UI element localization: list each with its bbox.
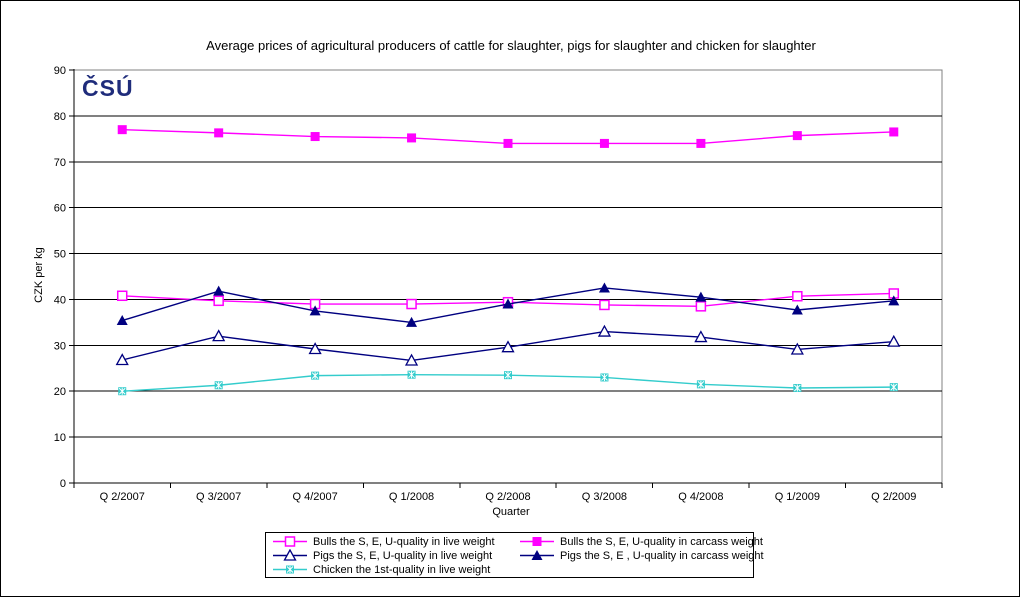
data-point-marker — [406, 298, 417, 310]
y-tick-label: 70 — [54, 157, 66, 169]
data-point-marker — [118, 387, 126, 395]
data-point-marker — [531, 550, 543, 560]
y-tick-label: 50 — [54, 249, 66, 261]
data-point-marker — [404, 353, 419, 366]
x-tick-label: Q 2/2008 — [485, 491, 530, 503]
legend-label: Pigs the S, E, U-quality in live weight — [313, 549, 493, 562]
legend-swatch — [520, 550, 554, 560]
data-point-marker — [406, 316, 418, 327]
data-point-marker — [697, 380, 705, 388]
legend-swatch — [273, 536, 307, 547]
legend-item: Bulls the S, E, U-quality in carcass wei… — [519, 534, 763, 549]
x-axis-title: Quarter — [492, 506, 530, 518]
x-tick-label: Q 1/2008 — [389, 491, 434, 503]
data-point-marker — [286, 566, 294, 573]
x-tick-label: Q 2/2007 — [100, 491, 145, 503]
data-point-marker — [214, 128, 224, 138]
data-point-marker — [502, 298, 514, 309]
csu-logo: ČSÚ — [82, 75, 134, 101]
data-point-marker — [696, 138, 706, 148]
y-tick-label: 0 — [60, 478, 66, 490]
data-point-marker — [793, 384, 801, 392]
data-point-marker — [117, 125, 127, 135]
legend-swatch — [273, 549, 307, 561]
data-point-marker — [503, 138, 513, 148]
data-point-marker — [695, 291, 707, 302]
legend-label: Bulls the S, E, U-quality in carcass wei… — [560, 535, 763, 548]
data-point-marker — [311, 372, 319, 380]
legend-item: Chicken the 1st-quality in live weight — [272, 562, 490, 577]
data-point-marker — [599, 138, 609, 148]
data-point-marker — [308, 342, 322, 355]
y-axis-title: CZK per kg — [33, 247, 45, 303]
data-point-marker — [601, 373, 608, 381]
data-point-marker — [889, 127, 899, 137]
data-point-marker — [598, 282, 610, 293]
data-point-marker — [213, 295, 224, 307]
x-tick-label: Q 3/2008 — [582, 491, 627, 503]
data-point-marker — [695, 301, 707, 312]
data-point-marker — [213, 285, 225, 296]
data-point-marker — [212, 329, 226, 342]
x-tick-label: Q 4/2008 — [678, 491, 723, 503]
legend-swatch — [520, 537, 554, 546]
data-point-marker — [283, 549, 297, 561]
data-point-marker — [597, 324, 612, 337]
data-point-marker — [408, 371, 415, 379]
x-tick-label: Q 1/2009 — [775, 491, 820, 503]
y-tick-label: 90 — [54, 65, 66, 77]
data-point-marker — [532, 537, 542, 546]
legend-item: Bulls the S, E, U-quality in live weight — [272, 534, 495, 549]
legend-item: Pigs the S, E, U-quality in live weight — [272, 548, 492, 563]
data-point-marker — [501, 340, 515, 353]
y-tick-label: 10 — [54, 432, 66, 444]
y-tick-label: 80 — [54, 111, 66, 123]
data-point-marker — [792, 131, 802, 141]
data-point-marker — [284, 536, 296, 547]
data-point-marker — [887, 334, 901, 347]
data-point-marker — [115, 353, 129, 366]
x-tick-label: Q 4/2007 — [292, 491, 337, 503]
legend-swatch — [273, 565, 307, 574]
legend: Bulls the S, E, U-quality in live weight… — [265, 532, 764, 578]
y-tick-label: 60 — [54, 203, 66, 215]
y-tick-label: 40 — [54, 294, 66, 306]
legend-label: Bulls the S, E, U-quality in live weight — [313, 535, 495, 548]
data-point-marker — [890, 383, 898, 391]
chart-title: Average prices of agricultural producers… — [206, 38, 816, 53]
data-point-marker — [310, 132, 320, 142]
data-point-marker — [791, 304, 803, 315]
legend-label: Chicken the 1st-quality in live weight — [313, 563, 491, 576]
data-point-marker — [407, 133, 417, 143]
y-tick-label: 30 — [54, 340, 66, 352]
data-point-marker — [116, 290, 128, 302]
x-tick-label: Q 2/2009 — [871, 491, 916, 503]
data-point-marker — [215, 381, 223, 389]
data-point-marker — [116, 315, 128, 326]
data-point-marker — [504, 371, 512, 379]
data-point-marker — [888, 295, 900, 306]
data-point-marker — [599, 299, 610, 311]
data-point-marker — [790, 342, 804, 355]
data-point-marker — [792, 290, 803, 302]
legend-label: Pigs the S, E , U-quality in carcass wei… — [560, 549, 764, 562]
legend-item: Pigs the S, E , U-quality in carcass wei… — [519, 548, 764, 563]
data-point-marker — [694, 330, 708, 343]
y-tick-label: 20 — [54, 386, 66, 398]
data-point-marker — [309, 305, 321, 316]
x-tick-label: Q 3/2007 — [196, 491, 241, 503]
